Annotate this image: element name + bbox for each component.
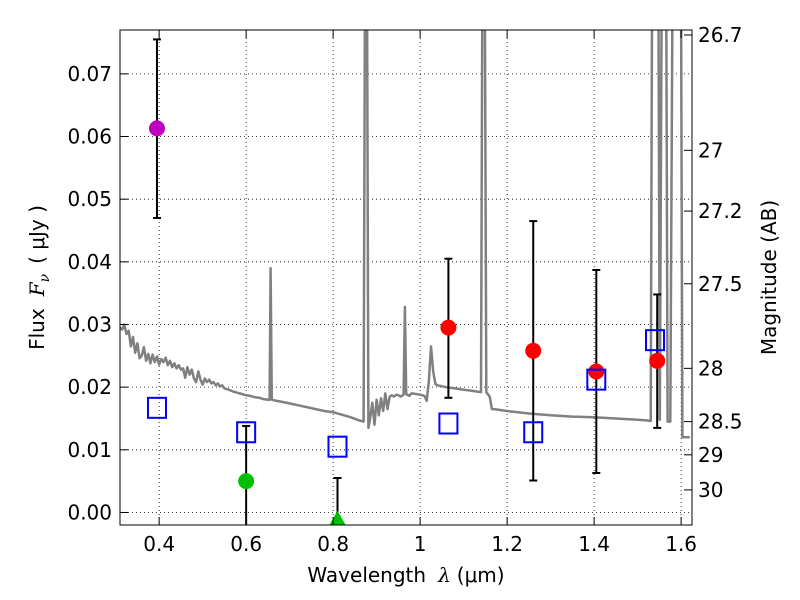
model-photometry-point <box>236 421 257 444</box>
y2-tick-label: 27.5 <box>698 272 743 296</box>
red-detections-point <box>525 342 542 359</box>
y2-tick-label: 28.5 <box>698 410 743 434</box>
y2-tick-label: 29 <box>698 443 723 467</box>
y2-tick-label: 27.2 <box>698 199 743 223</box>
magenta-detection-point <box>148 120 165 137</box>
sed-template-line <box>120 30 690 439</box>
model-photometry-point <box>327 435 348 458</box>
y2-tick-label: 28 <box>698 356 723 380</box>
y2-tick-label: 30 <box>698 478 723 502</box>
x-tick-label: 1.2 <box>491 532 523 556</box>
model-photometry-point <box>586 368 607 391</box>
model-photometry-point <box>645 329 666 352</box>
x-axis-label-unit: (μm) <box>457 563 505 587</box>
x-tick-label: 1.6 <box>665 532 697 556</box>
y2-tick-label: 26.7 <box>698 23 743 47</box>
y-axis-label: Flux Fν ( μJy ) <box>25 205 53 350</box>
y-axis-label-symbol: F <box>25 281 49 297</box>
model-photometry-point <box>146 396 167 419</box>
y-tick-label: 0.00 <box>67 500 112 524</box>
x-axis-label: Wavelength λ (μm) <box>307 563 504 587</box>
y-axis-label-prefix: Flux <box>25 308 49 350</box>
green-detection-point <box>238 473 255 490</box>
red-detections-point <box>440 319 457 336</box>
red-detections-point <box>588 363 605 380</box>
plot-frame <box>119 29 693 526</box>
x-axis-label-prefix: Wavelength <box>307 563 426 587</box>
x-axis-label-symbol: λ <box>437 563 451 587</box>
red-detections-point <box>649 352 666 369</box>
y-tick-label: 0.02 <box>67 375 112 399</box>
y-tick-label: 0.04 <box>67 250 112 274</box>
x-tick-label: 0.8 <box>317 532 349 556</box>
marker-layer <box>146 120 666 525</box>
y2-axis-label: Magnitude (AB) <box>757 200 781 355</box>
x-tick-label: 1 <box>414 532 427 556</box>
y-tick-label: 0.06 <box>67 125 112 149</box>
y-tick-label: 0.01 <box>67 438 112 462</box>
y-tick-label: 0.03 <box>67 312 112 336</box>
y-tick-label: 0.05 <box>67 187 112 211</box>
model-photometry-point <box>438 412 459 435</box>
x-tick-label: 0.4 <box>143 532 175 556</box>
y-axis-label-unit: ( μJy ) <box>25 205 49 264</box>
model-photometry-point <box>523 421 544 444</box>
y-axis-label-subscript: ν <box>37 273 53 282</box>
x-tick-label: 0.6 <box>230 532 262 556</box>
sed-template-layer <box>120 30 690 439</box>
y2-tick-label: 27 <box>698 138 723 162</box>
x-tick-label: 1.4 <box>578 532 610 556</box>
axis-ticks: 0.4 0.6 0.8 1 1.2 1.4 1.6 0.00 0.01 0.02 0.03 0.04 0… <box>67 23 742 556</box>
y-tick-label: 0.07 <box>67 62 112 86</box>
